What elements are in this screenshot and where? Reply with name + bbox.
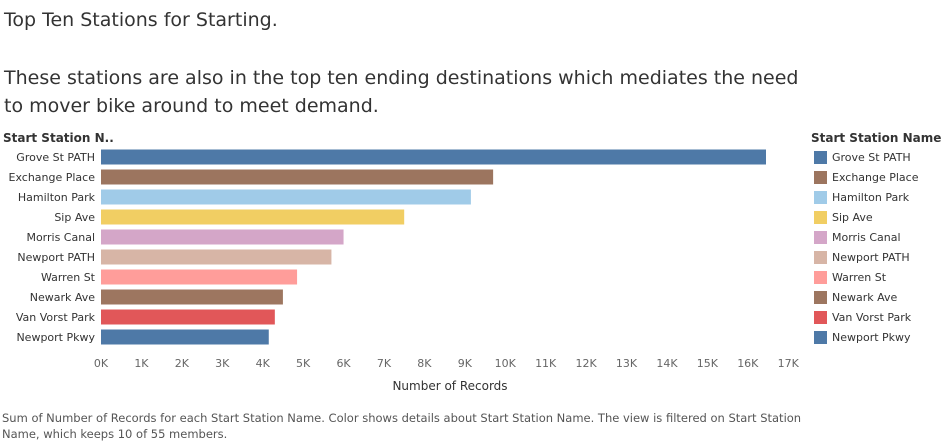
x-tick-label: 6K [336, 357, 351, 370]
legend-label: Sip Ave [832, 211, 873, 224]
bar[interactable] [101, 169, 494, 185]
category-label: Van Vorst Park [16, 311, 96, 324]
x-tick-label: 16K [737, 357, 759, 370]
legend-swatch [814, 311, 827, 324]
legend-swatch [814, 271, 827, 284]
x-tick-label: 4K [256, 357, 271, 370]
legend-title: Start Station Name [811, 131, 941, 145]
legend-label: Grove St PATH [832, 151, 911, 164]
legend-label: Warren St [832, 271, 887, 284]
category-label: Morris Canal [26, 231, 95, 244]
legend-swatch [814, 291, 827, 304]
x-tick-label: 17K [778, 357, 800, 370]
bar[interactable] [101, 309, 275, 325]
x-tick-label: 11K [535, 357, 557, 370]
bar[interactable] [101, 229, 344, 245]
legend-swatch [814, 211, 827, 224]
legend-swatch [814, 151, 827, 164]
x-tick-label: 5K [296, 357, 311, 370]
legend-label: Morris Canal [832, 231, 901, 244]
category-label: Sip Ave [54, 211, 95, 224]
bar[interactable] [101, 189, 471, 205]
legend-swatch [814, 251, 827, 264]
legend-label: Newport Pkwy [832, 331, 911, 344]
category-label: Newport Pkwy [16, 331, 95, 344]
legend-swatch [814, 171, 827, 184]
category-label: Hamilton Park [18, 191, 96, 204]
chart-title: Top Ten Stations for Starting. [4, 9, 278, 31]
x-axis-label: Number of Records [392, 379, 507, 393]
bar[interactable] [101, 269, 298, 285]
chart-subtitle: These stations are also in the top ten e… [4, 67, 799, 117]
legend-label: Newark Ave [832, 291, 898, 304]
category-label: Exchange Place [9, 171, 96, 184]
legend-swatch [814, 231, 827, 244]
legend-swatch [814, 191, 827, 204]
category-label: Warren St [41, 271, 96, 284]
bar[interactable] [101, 149, 766, 165]
category-label: Grove St PATH [16, 151, 95, 164]
x-tick-label: 0K [94, 357, 109, 370]
category-label: Newport PATH [17, 251, 95, 264]
bar[interactable] [101, 249, 332, 265]
bar[interactable] [101, 289, 283, 305]
x-tick-label: 15K [697, 357, 719, 370]
x-tick-label: 8K [417, 357, 432, 370]
row-header: Start Station N.. [3, 131, 114, 145]
x-tick-label: 7K [377, 357, 392, 370]
legend-label: Van Vorst Park [832, 311, 912, 324]
x-tick-label: 10K [495, 357, 517, 370]
bar[interactable] [101, 209, 405, 225]
x-tick-label: 13K [616, 357, 638, 370]
bar[interactable] [101, 329, 269, 345]
x-tick-label: 12K [575, 357, 597, 370]
legend-swatch [814, 331, 827, 344]
legend-label: Newport PATH [832, 251, 910, 264]
x-tick-label: 3K [215, 357, 230, 370]
x-tick-label: 1K [134, 357, 149, 370]
x-tick-label: 14K [656, 357, 678, 370]
chart-footnote: Sum of Number of Records for each Start … [2, 411, 802, 441]
x-tick-label: 9K [458, 357, 473, 370]
x-tick-label: 2K [175, 357, 190, 370]
legend-label: Hamilton Park [832, 191, 910, 204]
legend-label: Exchange Place [832, 171, 919, 184]
category-label: Newark Ave [30, 291, 96, 304]
